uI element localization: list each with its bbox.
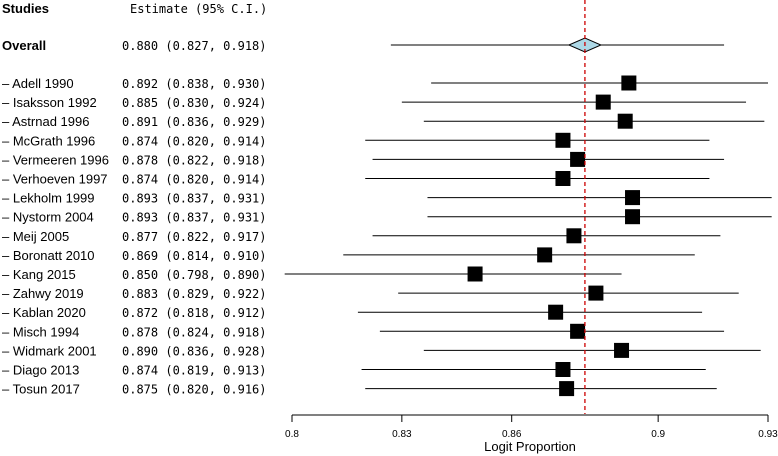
study-label: – Meij 2005 — [2, 229, 69, 244]
x-tick-label: 0.8 — [285, 429, 299, 440]
study-estimate-text: 0.883 (0.829, 0.922) — [122, 287, 267, 301]
study-point-marker — [617, 113, 633, 129]
study-estimate-text: 0.893 (0.837, 0.931) — [122, 211, 267, 225]
study-label: – Nystorm 2004 — [2, 210, 94, 225]
study-label: – Widmark 2001 — [2, 343, 97, 358]
study-point-marker — [625, 209, 641, 225]
study-estimate-text: 0.850 (0.798, 0.890) — [122, 268, 267, 282]
study-point-marker — [570, 151, 586, 167]
study-label: – Kang 2015 — [2, 267, 76, 282]
study-point-marker — [588, 285, 604, 301]
study-label: – Boronatt 2010 — [2, 248, 95, 263]
study-estimate-text: 0.869 (0.814, 0.910) — [122, 249, 267, 263]
study-point-marker — [548, 304, 564, 320]
study-label: – Isaksson 1992 — [2, 95, 97, 110]
study-label: – Adell 1990 — [2, 76, 74, 91]
study-label: – Verhoeven 1997 — [2, 172, 108, 187]
x-tick-label: 0.9 — [651, 429, 665, 440]
study-label: – Lekholm 1999 — [2, 191, 95, 206]
study-label: – Vermeeren 1996 — [2, 152, 109, 167]
overall-estimate-text: 0.880 (0.827, 0.918) — [122, 39, 267, 53]
study-point-marker — [555, 132, 571, 148]
overall-label: Overall — [2, 38, 46, 53]
study-estimate-text: 0.874 (0.820, 0.914) — [122, 173, 267, 187]
study-estimate-text: 0.885 (0.830, 0.924) — [122, 96, 267, 110]
study-estimate-text: 0.891 (0.836, 0.929) — [122, 115, 267, 129]
study-point-marker — [537, 247, 553, 263]
study-point-marker — [555, 362, 571, 377]
study-point-marker — [570, 323, 586, 339]
study-point-marker — [621, 75, 637, 91]
study-point-marker — [625, 190, 641, 206]
x-axis-label: Logit Proportion — [484, 439, 576, 454]
study-point-marker — [595, 94, 611, 110]
x-tick-label: 0.86 — [502, 429, 522, 440]
study-point-marker — [559, 381, 575, 397]
study-point-marker — [566, 228, 582, 244]
header-estimate: Estimate (95% C.I.) — [130, 2, 267, 16]
plot-area — [284, 0, 772, 414]
study-estimate-text: 0.877 (0.822, 0.917) — [122, 230, 267, 244]
study-estimate-text: 0.878 (0.822, 0.918) — [122, 153, 267, 167]
study-estimate-text: 0.892 (0.838, 0.930) — [122, 77, 267, 91]
study-estimate-text: 0.874 (0.819, 0.913) — [122, 364, 267, 378]
study-estimate-text: 0.890 (0.836, 0.928) — [122, 344, 267, 358]
study-label: – Diago 2013 — [2, 363, 79, 378]
study-label: – Zahwy 2019 — [2, 286, 84, 301]
study-rows: – Adell 1990 0.892 (0.838, 0.930) – Isakss… — [2, 76, 267, 397]
study-label: – Tosun 2017 — [2, 382, 80, 397]
study-point-marker — [614, 342, 630, 358]
study-estimate-text: 0.874 (0.820, 0.914) — [122, 134, 267, 148]
study-estimate-text: 0.875 (0.820, 0.916) — [122, 383, 267, 397]
study-label: – Misch 1994 — [2, 324, 79, 339]
study-point-marker — [555, 171, 571, 186]
study-estimate-text: 0.878 (0.824, 0.918) — [122, 325, 267, 339]
study-estimate-text: 0.872 (0.818, 0.912) — [122, 306, 267, 320]
x-axis: 0.8 0.83 0.86 0.9 0.93 — [285, 414, 778, 440]
study-estimate-text: 0.893 (0.837, 0.931) — [122, 192, 267, 206]
header-studies: Studies — [2, 1, 49, 16]
study-label: – Kablan 2020 — [2, 305, 86, 320]
study-point-marker — [467, 266, 483, 282]
x-tick-label: 0.93 — [758, 429, 778, 440]
x-tick-label: 0.83 — [392, 429, 412, 440]
study-label: – Astrnad 1996 — [2, 114, 89, 129]
study-label: – McGrath 1996 — [2, 133, 95, 148]
